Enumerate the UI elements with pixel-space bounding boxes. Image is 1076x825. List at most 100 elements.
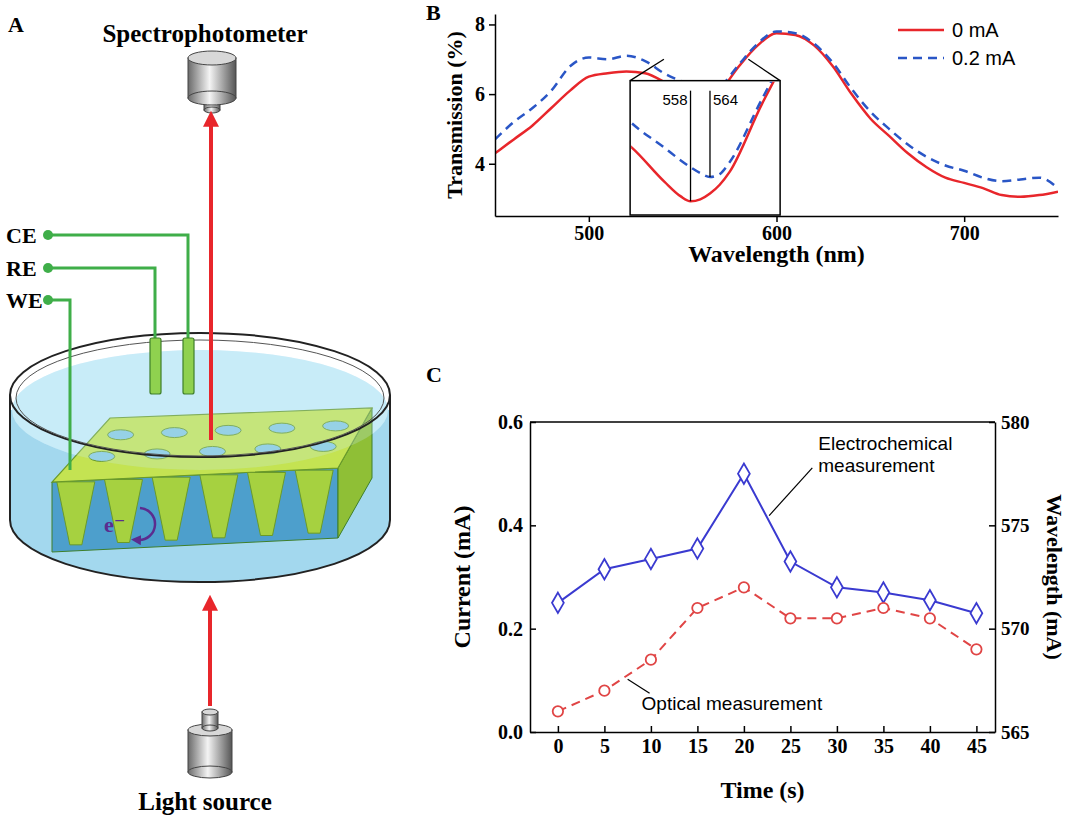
y-axis-title: Current (mA): [449, 506, 475, 649]
x-axis-tick-mark: [558, 726, 560, 732]
liquid-tint: [12, 350, 388, 470]
annotation-line: Electrochemical: [818, 433, 952, 454]
legend-label: 0 mA: [952, 19, 999, 41]
x-axis-tick-mark: [776, 216, 778, 222]
x-axis-tick-mark: [697, 726, 699, 732]
detector-body-top: [188, 51, 236, 65]
x-axis-line: [531, 732, 996, 734]
x-axis-tick-mark: [651, 726, 653, 732]
y-axis-tick-mark: [530, 422, 536, 424]
x-axis-tick: 40: [920, 726, 940, 757]
y-axis-tick-mark: [489, 164, 495, 166]
legend-swatch: [898, 57, 944, 60]
x-axis-tick: 10: [641, 726, 661, 757]
series-marker: [692, 538, 704, 558]
y-axis-line: [530, 423, 532, 733]
x-axis-tick-label: 10: [641, 735, 661, 757]
x-axis-tick-label: 25: [781, 735, 801, 757]
inset-connector: [748, 59, 780, 80]
detector-body-end: [188, 91, 236, 105]
x-axis-tick-mark: [604, 726, 606, 732]
x-axis-tick: 45: [967, 726, 987, 757]
x-axis-tick-label: 45: [967, 735, 987, 757]
leader-line: [628, 679, 650, 693]
x-axis-tick: 15: [688, 726, 708, 757]
y2-axis-tick-label: 580: [1001, 412, 1030, 433]
y-axis-tick: 8: [475, 13, 495, 35]
x-axis-tick-mark: [589, 216, 591, 222]
y-axis-tick-label: 0.6: [498, 411, 523, 433]
series-marker: [738, 463, 750, 483]
y2-axis: 565570575580: [989, 412, 1030, 743]
panel-a: ASpectrophotometerCEREWEe⁻Light source: [6, 12, 390, 815]
electrode-wire: [48, 300, 70, 470]
source-body-end: [188, 766, 232, 778]
y2-axis-tick-mark: [989, 422, 995, 424]
y-axis-tick-mark: [530, 628, 536, 630]
dish-bottom: [10, 520, 390, 582]
leader-line: [769, 468, 812, 516]
legend: 0 mA 0.2 mA: [898, 19, 1016, 69]
y2-axis-title: Wavelength (mA): [1042, 494, 1067, 660]
inset-marker-line: [690, 91, 691, 202]
x-axis-tick: 600: [762, 216, 792, 244]
series-marker: [599, 559, 611, 579]
structure-pore: [105, 480, 143, 543]
structure-pore: [248, 473, 286, 536]
x-axis: 051015202530354045: [531, 726, 996, 757]
panel-letter: A: [8, 12, 24, 37]
panel-c: C0510152025303540450.00.20.40.6565570575…: [426, 362, 1067, 803]
x-axis: 500600700: [496, 216, 1059, 244]
source-body-top: [188, 724, 232, 736]
x-axis-tick: 20: [734, 726, 754, 757]
dish-wall: [389, 395, 391, 520]
y-axis: 0.00.20.40.6: [498, 411, 536, 743]
beam-in: [208, 606, 212, 706]
structure-pore: [295, 470, 333, 533]
electrode-label: RE: [6, 256, 37, 281]
legend-label: 0.2 mA: [952, 47, 1016, 69]
figure: ASpectrophotometerCEREWEe⁻Light sourceB5…: [0, 0, 1076, 825]
y2-axis-tick-mark: [989, 732, 995, 734]
series-marker: [785, 613, 795, 623]
electrode-label: WE: [6, 288, 43, 313]
panel-letter: B: [426, 0, 441, 25]
inset-frame: [630, 81, 780, 215]
y-axis-tick-label: 8: [475, 13, 485, 35]
carrier-label: e⁻: [104, 512, 125, 537]
series-marker: [553, 706, 563, 716]
x-axis-tick: 0: [553, 726, 563, 757]
panel-letter: C: [426, 362, 442, 387]
carrier-arrow: [138, 508, 155, 540]
y2-axis-tick: 570: [989, 618, 1030, 639]
detector-label: Spectrophotometer: [102, 20, 307, 47]
beam-out: [209, 122, 213, 440]
y2-axis-tick: 565: [989, 722, 1030, 743]
wire-terminal: [43, 230, 53, 240]
dish-rim: [10, 333, 390, 457]
series-marker: [739, 582, 749, 592]
series-line: [558, 474, 977, 614]
x-axis-tick: 5: [600, 726, 610, 757]
series-marker: [924, 590, 936, 610]
electrode: [150, 338, 161, 394]
y-axis-tick-label: 0.0: [498, 721, 523, 743]
y2-axis-tick-label: 565: [1001, 722, 1030, 743]
y2-axis-tick-label: 570: [1001, 618, 1030, 639]
wire-terminal: [43, 295, 53, 305]
y2-axis-tick-mark: [989, 525, 995, 527]
y2-axis-tick-mark: [989, 628, 995, 630]
y-axis-tick-label: 4: [475, 153, 485, 175]
y-axis-tick: 0.2: [498, 618, 536, 640]
y2-axis-line: [995, 423, 997, 733]
y-axis-tick-mark: [489, 24, 495, 26]
series-marker: [971, 603, 983, 623]
inset-connector: [630, 59, 664, 80]
y-axis-line: [495, 15, 497, 217]
inset-marker-line: [709, 91, 710, 177]
y-axis: 468: [475, 13, 496, 216]
series-annotation: Electrochemicalmeasurement: [818, 433, 952, 476]
inset-marker-label: 558: [662, 91, 687, 108]
series-marker: [692, 603, 702, 613]
x-axis-title: Wavelength (nm): [688, 241, 865, 267]
